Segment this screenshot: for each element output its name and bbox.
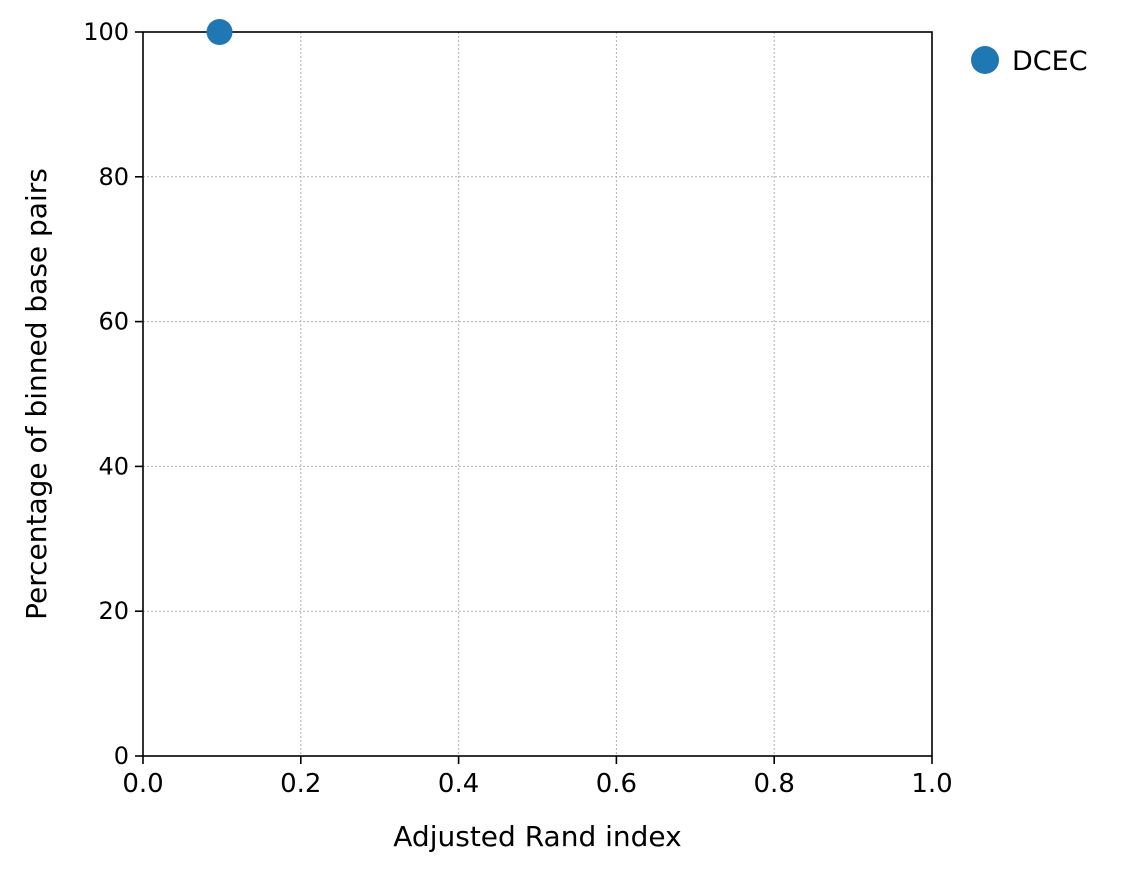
y-tick-label-5: 100 [83, 18, 129, 46]
x-tick-label-2: 0.4 [438, 769, 479, 799]
y-tick-label-2: 40 [98, 452, 129, 480]
x-axis-label: Adjusted Rand index [393, 820, 681, 853]
y-tick-label-4: 80 [98, 163, 129, 191]
x-tick-label-4: 0.8 [754, 769, 795, 799]
x-tick-label-5: 1.0 [911, 769, 952, 799]
legend-marker-0 [971, 46, 999, 74]
y-tick-label-1: 20 [98, 597, 129, 625]
labels-layer: Adjusted Rand index Percentage of binned… [20, 168, 682, 853]
y-tick-label-3: 60 [98, 308, 129, 336]
scatter-point-0-0 [206, 19, 233, 45]
grid-layer [142, 31, 933, 757]
x-tick-label-0: 0.0 [122, 769, 163, 799]
points-layer [206, 19, 233, 45]
x-tick-label-3: 0.6 [596, 769, 637, 799]
x-tick-label-1: 0.2 [280, 769, 321, 799]
plot-frame [142, 31, 933, 757]
legend-label-0: DCEC [1012, 46, 1088, 77]
y-tick-label-0: 0 [114, 742, 129, 770]
legend: DCEC [971, 46, 1088, 77]
axes-layer: 0.0 0.2 0.4 0.6 0.8 1.0 0 20 40 60 80 100 [83, 18, 952, 799]
y-axis-label: Percentage of binned base pairs [20, 168, 53, 620]
